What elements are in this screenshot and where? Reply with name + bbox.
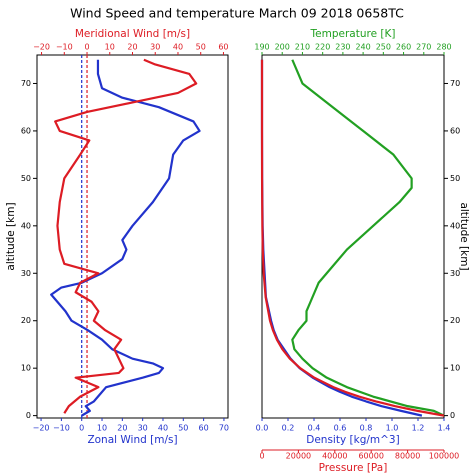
x-tick-label: 0.8	[360, 424, 373, 433]
x-tick-label: 50	[196, 43, 206, 52]
x-tick-label: 250	[376, 43, 391, 52]
x-tick-label: 200	[275, 43, 290, 52]
y-tick-label: 30	[450, 269, 460, 278]
x-tick-label: 30	[150, 43, 160, 52]
x-tick-label: 20000	[286, 452, 311, 461]
x-tick-label: 230	[335, 43, 350, 52]
y-axis-label: altitude [km]	[5, 202, 17, 270]
x-tick-label: 1.2	[412, 424, 425, 433]
y-tick-label: 20	[21, 316, 31, 325]
x-axis-label: Meridional Wind [m/s]	[75, 28, 190, 40]
x-tick-label: 60	[199, 424, 209, 433]
y-tick-label: 70	[21, 79, 31, 88]
x-tick-label: 240	[355, 43, 370, 52]
x-tick-label: 0.2	[282, 424, 295, 433]
plot-frame	[261, 54, 445, 419]
profile-line	[50, 59, 201, 417]
x-tick-label: 20	[117, 424, 127, 433]
x-tick-label: −20	[33, 43, 50, 52]
y-tick-label: 60	[450, 126, 460, 135]
profile-line	[54, 58, 198, 414]
x-tick-label: 40000	[322, 452, 347, 461]
x-tick-label: 0.6	[334, 424, 347, 433]
profile-line	[260, 59, 445, 417]
y-tick-label: 50	[21, 174, 31, 183]
plot-frame	[36, 54, 229, 419]
y-tick-label: 0	[450, 411, 455, 420]
y-tick-label: 30	[21, 269, 31, 278]
x-tick-label: −10	[53, 424, 70, 433]
y-tick-label: 50	[450, 174, 460, 183]
y-tick-label: 0	[26, 411, 31, 420]
x-tick-label: 220	[315, 43, 330, 52]
x-tick-label: 260	[396, 43, 411, 52]
figure-title: Wind Speed and temperature March 09 2018…	[70, 6, 404, 21]
x-axis-label: Zonal Wind [m/s]	[87, 434, 177, 446]
y-tick-label: 40	[450, 221, 460, 230]
x-tick-label: −20	[33, 424, 50, 433]
x-tick-label: 1.4	[438, 424, 451, 433]
y-tick-label: 20	[450, 316, 460, 325]
x-tick-label: 60	[218, 43, 228, 52]
x-tick-label: 280	[436, 43, 451, 52]
x-tick-label: 100000	[429, 452, 460, 461]
x-tick-label: 40	[158, 424, 168, 433]
x-tick-label: 60000	[358, 452, 383, 461]
x-tick-label: 0.4	[308, 424, 321, 433]
x-tick-label: 1.0	[386, 424, 399, 433]
y-tick-label: 60	[21, 126, 31, 135]
y-tick-label: 70	[450, 79, 460, 88]
y-tick-label: 10	[450, 364, 460, 373]
y-tick-label: 10	[21, 364, 31, 373]
x-tick-label: 0.0	[256, 424, 269, 433]
x-tick-label: 0	[79, 424, 84, 433]
y-axis-label: altitude [km]	[458, 202, 470, 270]
x-tick-label: 0	[84, 43, 89, 52]
x-axis-label: Density [kg/m^3]	[306, 434, 399, 446]
x-tick-label: 20	[127, 43, 137, 52]
x-tick-label: 50	[178, 424, 188, 433]
x-tick-label: 80000	[395, 452, 420, 461]
x-tick-label: 210	[295, 43, 310, 52]
x-axis-label: Temperature [K]	[310, 28, 396, 40]
x-tick-label: 10	[97, 424, 107, 433]
profile-line	[291, 59, 445, 417]
x-tick-label: 30	[138, 424, 148, 433]
x-tick-label: 40	[173, 43, 183, 52]
x-tick-label: 10	[105, 43, 115, 52]
x-tick-label: 70	[219, 424, 229, 433]
x-tick-label: 190	[254, 43, 269, 52]
y-tick-label: 40	[21, 221, 31, 230]
x-tick-label: 0	[259, 452, 264, 461]
x-tick-label: 270	[416, 43, 431, 52]
x-tick-label: −10	[56, 43, 73, 52]
x-axis-label: Pressure [Pa]	[319, 462, 388, 474]
